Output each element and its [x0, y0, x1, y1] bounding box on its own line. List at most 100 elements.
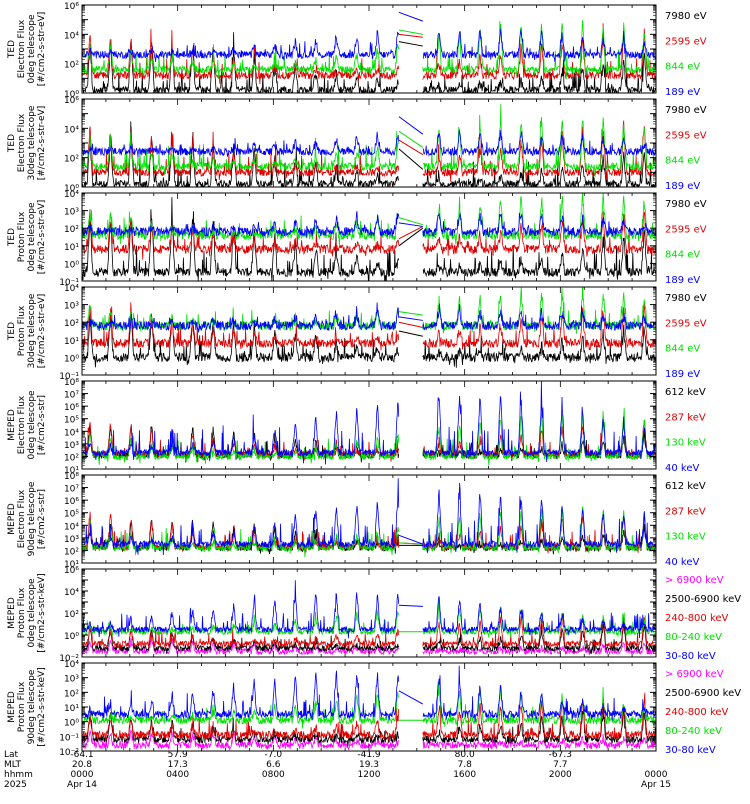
panel-8-series-240-800-kev-trace-a	[82, 708, 400, 744]
panel-8-ylabel-line: [#/cm2-s-str-keV]	[37, 667, 47, 746]
panel-6-ytick-label: 10⁴	[64, 522, 79, 532]
panel-6-ylabel-line: MEPED	[7, 503, 17, 535]
panel-1-series-2595-ev-gap-line	[398, 33, 423, 38]
xaxis-tick-lat: -64.1	[70, 750, 93, 760]
panel-8-series-30-80-kev-gap-line	[398, 690, 424, 705]
panel-8-ylabel-line: Proton Flux	[17, 681, 27, 732]
panel-8-series--6900-kev-trace-a	[82, 729, 400, 751]
panel-7-legend-series--6900-kev: > 6900 keV	[665, 575, 724, 586]
panel-2-ytick-label: 10²	[64, 155, 79, 165]
panel-3: 7980 eV 2595 eV 844 eV 189 eV 10⁻¹ 10⁰ 10¹ 10² 1…	[7, 190, 707, 288]
panel-4-ylabel-line: Proton Flux	[17, 305, 27, 356]
panel-4-series-7980-ev-trace-a	[82, 311, 400, 368]
panel-7-legend-series-80-240-kev: 80-240 keV	[665, 632, 722, 643]
panel-8-ytick-label: 10²	[64, 689, 79, 699]
panel-8-ytick-label: 10¹	[64, 704, 79, 714]
panel-5-ytick-label: 10⁸	[64, 378, 79, 388]
panel-8-series--6900-kev-trace-b	[422, 733, 656, 751]
panel-3-data	[82, 193, 656, 281]
panel-7-series-240-800-kev-trace-a	[82, 625, 400, 651]
xaxis-tick-date: Apr 15	[641, 780, 671, 790]
panel-7-legend-series-30-80-kev: 30-80 keV	[665, 651, 716, 662]
panel-4-legend-series-189-ev: 189 eV	[665, 369, 700, 380]
panel-8-ytick-label: 10⁴	[64, 660, 79, 670]
panel-1-legend-series-844-ev: 844 eV	[665, 62, 700, 73]
xaxis-row-label-lat: Lat	[4, 750, 19, 760]
panel-5-ylabel-line: Electron Flux	[17, 395, 27, 454]
panel-4-ylabel-line: TED	[7, 322, 17, 341]
xaxis-tick-lat: -67.3	[549, 750, 572, 760]
panel-3-ytick-label: 10²	[64, 225, 79, 235]
panel-7-ytick-label: 10⁰	[64, 632, 79, 642]
panel-2-series-844-ev-trace-a	[82, 130, 400, 175]
panel-4-series-7980-ev-trace-b	[422, 324, 656, 368]
panel-1-legend-series-189-ev: 189 eV	[665, 87, 700, 98]
panel-1-ytick-label: 10⁶	[64, 2, 79, 12]
panel-2-frame	[81, 98, 657, 188]
panel-3-series-7980-ev-gap-line	[398, 227, 424, 247]
panel-6-ytick-label: 10⁸	[64, 472, 79, 482]
panel-7-legend-series-2500-6900-kev: 2500-6900 keV	[665, 594, 741, 605]
panel-2-series-844-ev-trace-b	[422, 104, 656, 177]
panel-4: 7980 eV 2595 eV 844 eV 189 eV 10⁻¹ 10⁰ 10¹ 10² 1…	[7, 284, 707, 382]
xaxis-tick-mlt: 7.7	[553, 760, 567, 770]
panel-5-legend-series-40-kev: 40 keV	[665, 463, 699, 474]
panel-7: > 6900 keV 2500-6900 keV 240-800 keV 80-240…	[7, 566, 741, 664]
panel-3-series-189-ev-gap-line	[398, 222, 423, 227]
panel-2-series-189-ev-trace-a	[82, 131, 400, 158]
panel-5-ytick-label: 10⁶	[64, 403, 79, 413]
panel-1-ytick-label: 10⁰	[64, 90, 79, 100]
xaxis-tick-hhmm: 1200	[358, 770, 381, 780]
panel-6-legend-series-612-kev: 612 keV	[665, 481, 706, 492]
panel-4-legend-series-7980-ev: 7980 eV	[665, 293, 707, 304]
panel-2: 7980 eV 2595 eV 844 eV 189 eV 10⁰ 10² 10⁴ 10⁶ TE…	[7, 96, 707, 194]
panel-8-legend-series-2500-6900-kev: 2500-6900 keV	[665, 688, 741, 699]
panel-7-series-240-800-kev-trace-b	[422, 614, 656, 649]
xaxis-tick-mlt: 17.3	[168, 760, 188, 770]
panel-8-legend-series-240-800-kev: 240-800 keV	[665, 707, 729, 718]
xaxis-tick-hhmm: 0000	[71, 770, 94, 780]
panel-2-legend-series-844-ev: 844 eV	[665, 156, 700, 167]
xaxis-tick-mlt: 6.6	[266, 760, 281, 770]
panel-3-ylabel-line: Proton Flux	[17, 211, 27, 262]
panel-4-series-844-ev-gap-line	[398, 311, 423, 316]
xaxis-tick-lat: -41.9	[357, 750, 381, 760]
panel-1-series-844-ev-gap-line	[398, 29, 423, 35]
panel-8-series-80-240-kev-trace-a	[82, 691, 400, 729]
panel-5-legend-series-130-kev: 130 keV	[665, 438, 706, 449]
panel-7-series-2500-6900-kev-trace-b	[422, 623, 656, 654]
panel-7-legend-series-240-800-kev: 240-800 keV	[665, 613, 729, 624]
panel-1-ylabel-line: 0deg telescope	[27, 14, 37, 84]
panel-8-series-30-80-kev-trace-a	[82, 670, 400, 721]
panel-5-data	[82, 381, 656, 466]
panel-1-ytick-label: 10⁴	[64, 31, 79, 41]
panel-6-data	[82, 478, 656, 558]
panel-8-series-30-80-kev-trace-b	[422, 665, 656, 723]
panel-7-ytick-label: 10⁴	[64, 588, 79, 598]
panel-2-ylabel-line: [#/cm2-s-str-eV]	[37, 106, 47, 181]
panel-7-series--6900-kev-trace-b	[422, 641, 656, 656]
panel-6-ytick-label: 10⁵	[64, 510, 79, 520]
panel-6-legend-series-40-kev: 40 keV	[665, 557, 699, 568]
panel-3-legend-series-189-ev: 189 eV	[665, 275, 700, 286]
panel-3-ytick-label: 10⁻¹	[59, 278, 79, 288]
panel-7-series--6900-kev-trace-a	[82, 637, 400, 656]
panel-5-ylabel-line: MEPED	[7, 409, 17, 441]
panel-2-series-7980-ev-trace-b	[422, 151, 656, 187]
panel-3-series-844-ev-gap-line	[398, 217, 423, 226]
xaxis-row-label-hhmm: hhmm	[4, 770, 33, 780]
panel-1-data	[82, 11, 656, 93]
panel-2-ylabel-line: 30deg telescope	[27, 105, 37, 180]
panel-6-series-130-kev-trace-a	[82, 519, 400, 558]
xaxis-tick-mlt: 19.3	[359, 760, 379, 770]
panel-4-series-2595-ev-trace-b	[422, 302, 656, 351]
panel-7-ylabel-line: MEPED	[7, 597, 17, 629]
panel-5-ytick-label: 10²	[64, 453, 79, 463]
panel-4-ytick-label: 10⁴	[64, 284, 79, 294]
panel-1-ytick-label: 10²	[64, 61, 79, 71]
panel-3-ytick-label: 10³	[64, 208, 79, 218]
panel-5-ylabel-line: 0deg telescope	[27, 390, 37, 460]
panel-1-series-2595-ev-trace-b	[422, 23, 656, 81]
panel-5-ytick-label: 10⁵	[64, 416, 79, 426]
